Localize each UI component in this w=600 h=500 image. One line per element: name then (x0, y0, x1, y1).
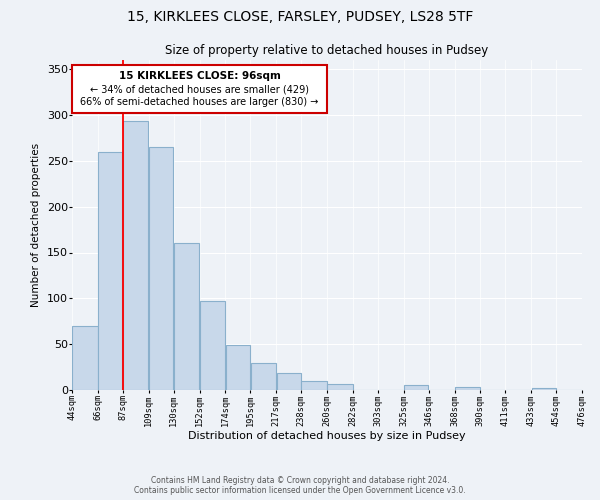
Text: ← 34% of detached houses are smaller (429): ← 34% of detached houses are smaller (42… (90, 84, 309, 94)
Text: 15, KIRKLEES CLOSE, FARSLEY, PUDSEY, LS28 5TF: 15, KIRKLEES CLOSE, FARSLEY, PUDSEY, LS2… (127, 10, 473, 24)
Bar (226, 345, 250, 390)
Bar (174, 244, 199, 390)
Bar (277, 372, 301, 390)
Bar (98, 152, 122, 390)
Bar (455, 387, 480, 390)
Text: 15 KIRKLEES CLOSE: 96sqm: 15 KIRKLEES CLOSE: 96sqm (119, 70, 280, 81)
Text: Contains HM Land Registry data © Crown copyright and database right 2024.
Contai: Contains HM Land Registry data © Crown c… (134, 476, 466, 495)
Bar (327, 384, 353, 390)
Text: 66% of semi-detached houses are larger (830) →: 66% of semi-detached houses are larger (… (80, 97, 319, 107)
Bar (123, 122, 148, 390)
Bar (404, 386, 428, 390)
Bar (532, 388, 556, 390)
Bar (251, 364, 276, 390)
Y-axis label: Number of detached properties: Number of detached properties (31, 143, 41, 307)
Bar (72, 326, 98, 390)
Bar (149, 147, 173, 390)
FancyBboxPatch shape (72, 64, 327, 113)
Bar (200, 301, 225, 390)
Bar (301, 381, 327, 390)
Title: Size of property relative to detached houses in Pudsey: Size of property relative to detached ho… (166, 44, 488, 58)
X-axis label: Distribution of detached houses by size in Pudsey: Distribution of detached houses by size … (188, 431, 466, 441)
